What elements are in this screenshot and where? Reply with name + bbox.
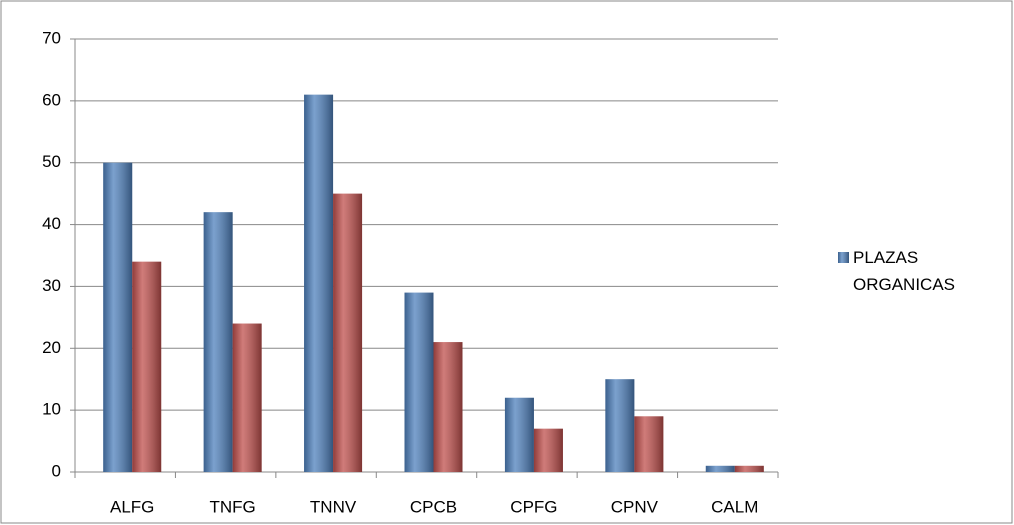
bar-shade [404, 292, 434, 472]
legend-label: PLAZAS ORGANICAS [853, 248, 956, 294]
bar-shade [504, 397, 534, 472]
y-tick-label: 60 [42, 90, 61, 109]
bar-shade [203, 212, 233, 472]
x-tick-label: TNFG [210, 497, 256, 516]
bar-shade [333, 193, 363, 472]
y-tick-label: 30 [42, 276, 61, 295]
bar-shade [533, 428, 563, 472]
x-tick-label: CALM [711, 497, 758, 516]
bar-shade [304, 94, 334, 473]
bar-shade [705, 465, 735, 472]
y-tick-label: 40 [42, 214, 61, 233]
bar-shade [605, 379, 635, 472]
y-tick-label: 20 [42, 338, 61, 357]
bar-shade [734, 465, 764, 472]
x-tick-label: CPFG [510, 497, 557, 516]
bar-shade [132, 261, 162, 472]
y-tick-label: 50 [42, 152, 61, 171]
bar-shade [433, 342, 463, 472]
x-tick-label: CPNV [611, 497, 659, 516]
x-tick-label: ALFG [110, 497, 154, 516]
y-tick-label: 0 [52, 461, 61, 480]
legend-swatch-shade [838, 252, 849, 263]
bar-shade [103, 162, 133, 472]
x-tick-label: CPCB [410, 497, 457, 516]
x-tick-label: TNNV [310, 497, 357, 516]
y-tick-label: 10 [42, 400, 61, 419]
y-tick-label: 70 [42, 28, 61, 47]
bar-shade [634, 416, 664, 472]
bar-shade [232, 323, 262, 472]
